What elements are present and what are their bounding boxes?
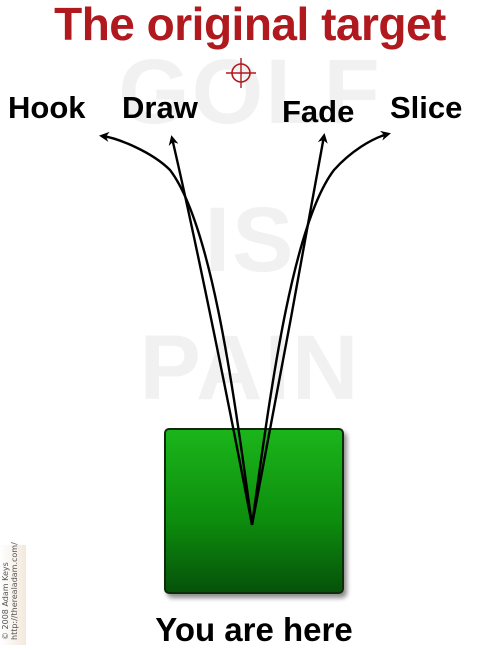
watermark-line-2: IS bbox=[204, 189, 296, 291]
credit-line-1: © 2008 Adam Keys bbox=[1, 562, 10, 640]
watermark-line-3: PAIN bbox=[139, 317, 361, 419]
fade-arrow bbox=[250, 133, 328, 526]
credit-line-2: http://therealadam.com/ bbox=[10, 542, 19, 640]
draw-arrow bbox=[168, 135, 254, 526]
crosshair-target-icon bbox=[226, 58, 256, 88]
page-title: The original target bbox=[54, 0, 446, 50]
shot-label-hook: Hook bbox=[8, 90, 86, 125]
shot-label-fade: Fade bbox=[282, 94, 355, 129]
shot-label-draw: Draw bbox=[122, 90, 198, 125]
credit-strip bbox=[0, 545, 26, 645]
hook-arrow bbox=[99, 131, 254, 526]
slice-arrow bbox=[250, 130, 391, 526]
credit-text: © 2008 Adam Keys http://therealadam.com/ bbox=[1, 542, 19, 640]
start-label: You are here bbox=[155, 611, 353, 648]
shot-label-slice: Slice bbox=[390, 90, 463, 125]
watermark-line-1: GOLF bbox=[118, 41, 382, 143]
